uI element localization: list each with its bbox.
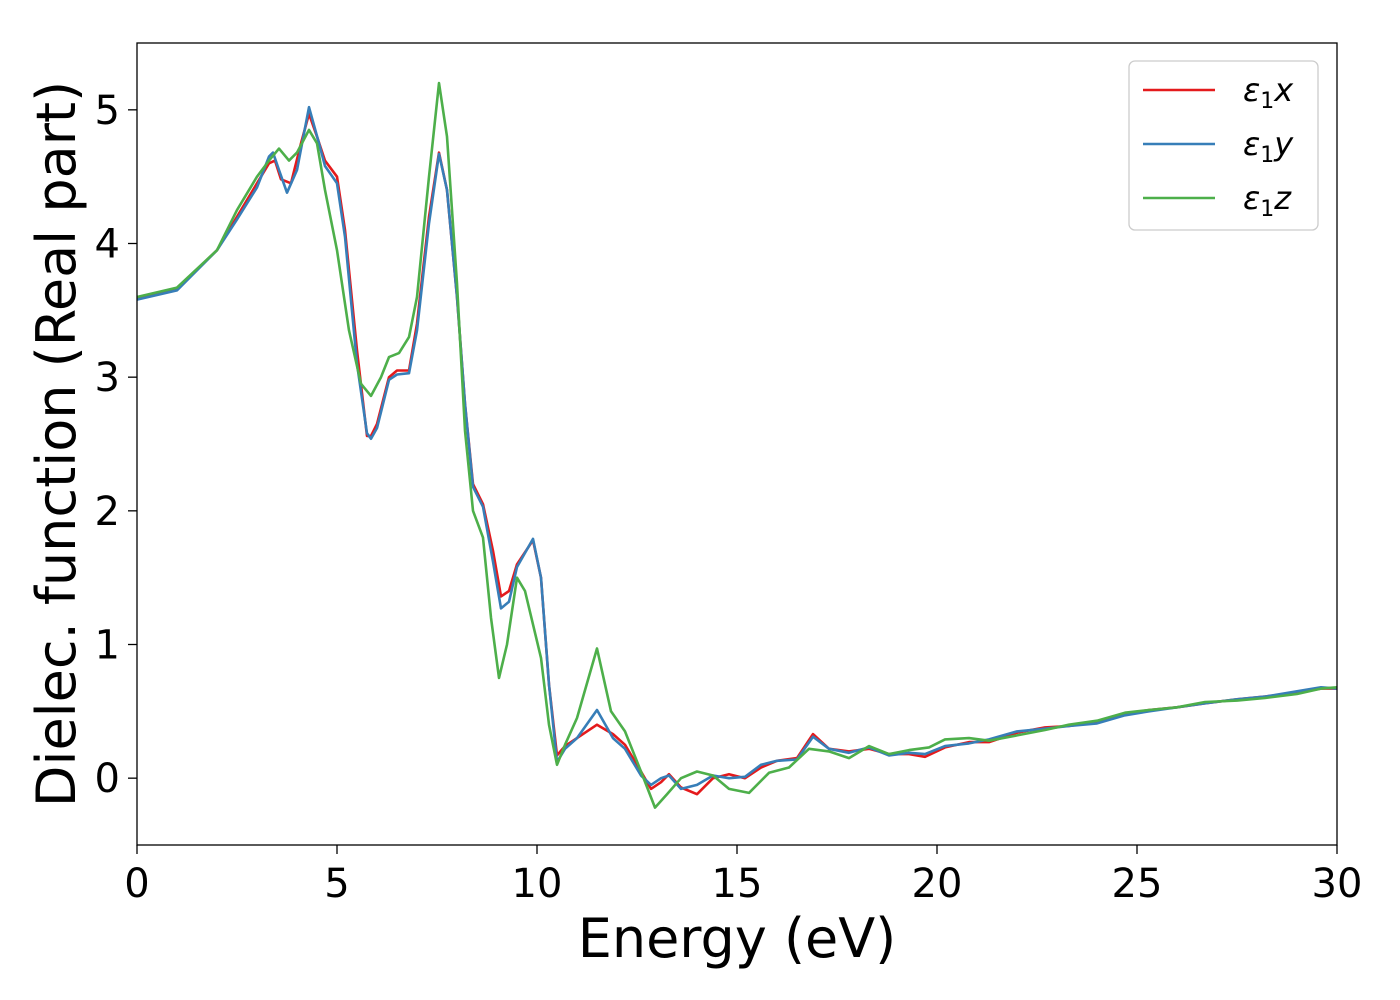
series-line-z [136, 81, 1338, 809]
x-tick-label: 5 [324, 861, 349, 907]
legend-label-z: ε1z [1243, 179, 1292, 222]
series-line-y [136, 105, 1338, 791]
y-tick-label: 5 [95, 88, 120, 134]
x-axis-title: Energy (eV) [578, 907, 897, 970]
legend-label-y: ε1y [1243, 125, 1294, 168]
x-tick-label: 20 [912, 861, 963, 907]
legend-label-x: ε1x [1243, 71, 1294, 114]
y-tick-label: 0 [95, 756, 120, 802]
x-tick-label: 10 [512, 861, 563, 907]
y-axis-title: Dielec. function (Real part) [25, 81, 88, 807]
y-tick-label: 1 [95, 623, 120, 669]
x-tick-label: 0 [124, 861, 149, 907]
series-layer [136, 81, 1338, 809]
y-axis: 0 1 2 3 4 5 [95, 88, 137, 802]
x-tick-label: 25 [1112, 861, 1163, 907]
x-axis: 0 5 10 15 20 25 30 [124, 845, 1362, 907]
y-tick-label: 2 [95, 489, 120, 535]
legend: ε1x ε1y ε1z [1128, 60, 1319, 231]
x-tick-label: 15 [712, 861, 763, 907]
x-tick-label: 30 [1312, 861, 1363, 907]
y-tick-label: 3 [95, 355, 120, 401]
y-tick-label: 4 [95, 222, 120, 268]
legend-box [1128, 60, 1319, 231]
